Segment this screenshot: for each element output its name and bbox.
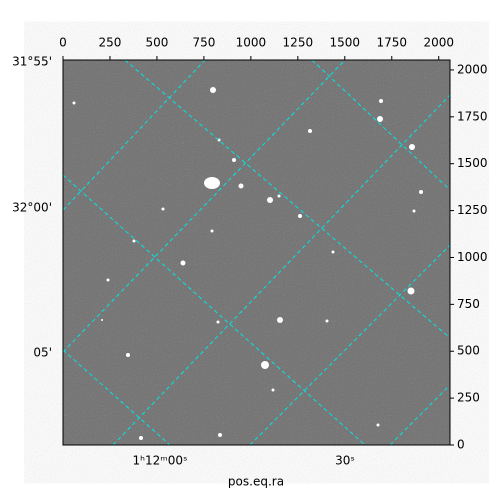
y-tick-label: 0 <box>457 438 465 452</box>
x-tick-label: 750 <box>192 36 215 50</box>
y-tick-label: 1500 <box>457 156 488 170</box>
stars <box>72 87 423 440</box>
y-tick-label: 1250 <box>457 203 488 217</box>
y-tick-label: 500 <box>457 344 480 358</box>
y-tick-label: 1750 <box>457 109 488 123</box>
x-tick-label: 1500 <box>330 36 361 50</box>
dec-tick-label: 05' <box>33 346 52 360</box>
y-tick-label: 1000 <box>457 250 488 264</box>
x-axis-label: pos.eq.ra <box>228 475 284 489</box>
x-tick-label: 2000 <box>423 36 454 50</box>
x-tick-label: 1000 <box>236 36 267 50</box>
x-tick-label: 500 <box>145 36 168 50</box>
y-tick-label: 750 <box>457 297 480 311</box>
dec-tick-label: 32°00' <box>12 201 52 215</box>
x-tick-label: 250 <box>99 36 122 50</box>
dec-tick-label: 31°55' <box>12 55 52 69</box>
ra-tick-label: 1ʰ12ᵐ00ˢ <box>133 454 188 468</box>
ra-tick-label: 30ˢ <box>335 454 355 468</box>
y-tick-label: 250 <box>457 391 480 405</box>
axes-frame <box>62 59 451 446</box>
coordinate-grid <box>63 60 450 445</box>
x-tick-label: 1750 <box>376 36 407 50</box>
x-tick-label: 1250 <box>283 36 314 50</box>
image-noise <box>63 60 450 445</box>
x-tick-label: 0 <box>59 36 67 50</box>
y-tick-label: 2000 <box>457 62 488 76</box>
